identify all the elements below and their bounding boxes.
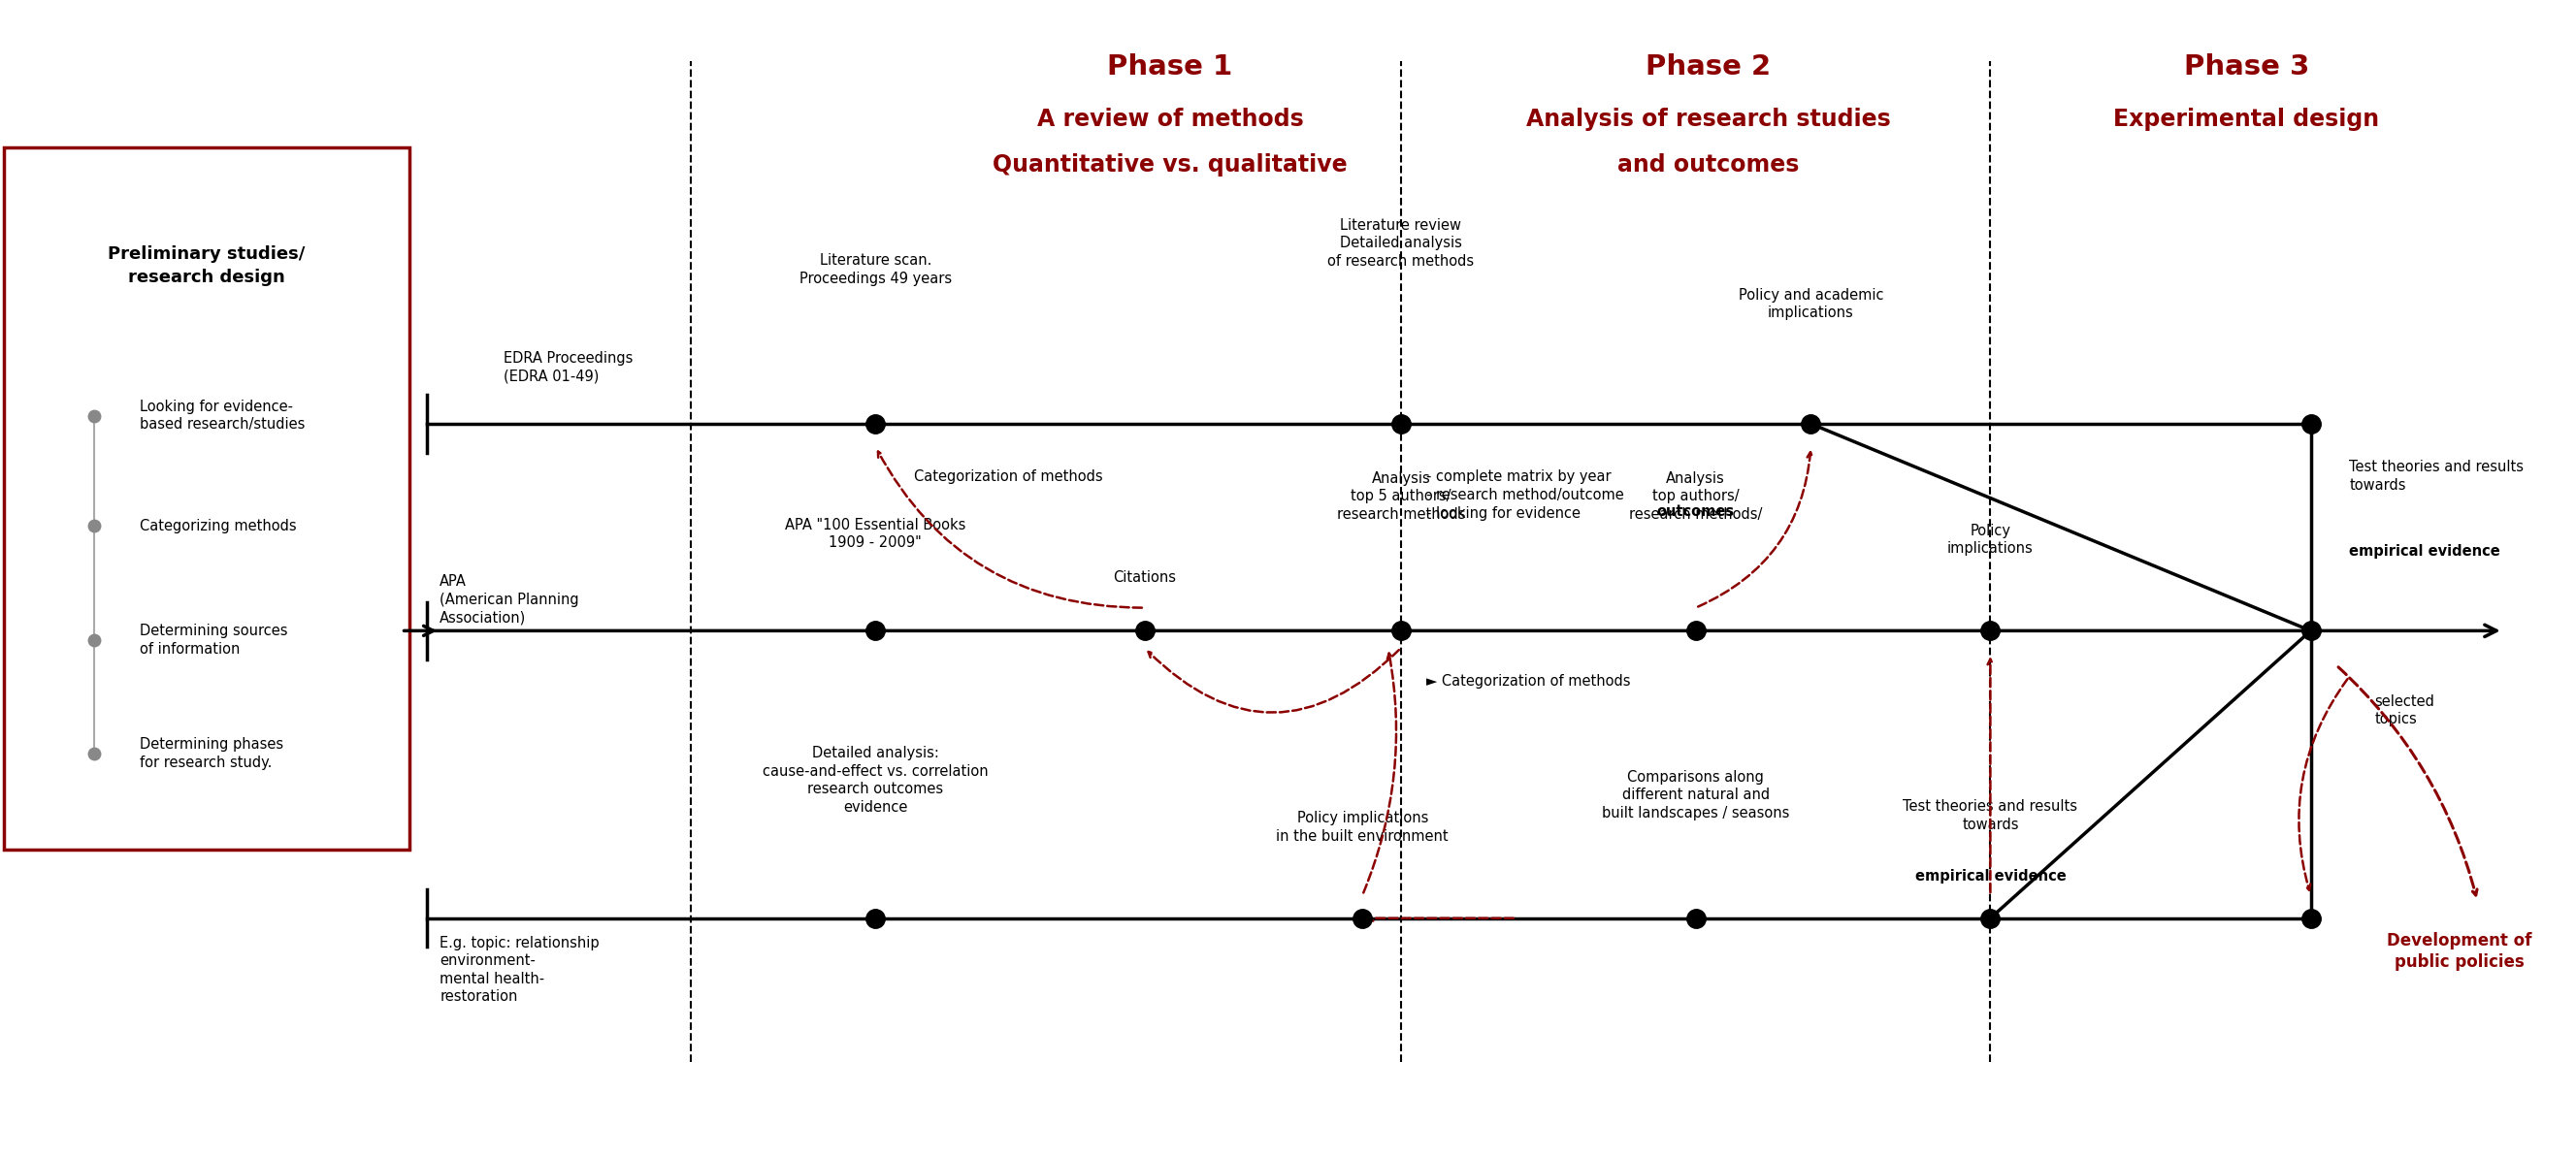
Text: Test theories and results
towards: Test theories and results towards bbox=[2349, 460, 2524, 493]
Text: Analysis of research studies: Analysis of research studies bbox=[1525, 108, 1891, 131]
Text: Policy
implications: Policy implications bbox=[1947, 523, 2032, 556]
Text: Categorization of methods: Categorization of methods bbox=[914, 470, 1103, 484]
Text: Determining phases
for research study.: Determining phases for research study. bbox=[139, 738, 283, 770]
Text: Phase 2: Phase 2 bbox=[1646, 53, 1772, 81]
Text: and outcomes: and outcomes bbox=[1618, 153, 1798, 177]
Text: E.g. topic: relationship
environment-
mental health-
restoration: E.g. topic: relationship environment- me… bbox=[440, 936, 600, 1004]
Text: Detailed analysis:
cause-and-effect vs. correlation
research outcomes
evidence: Detailed analysis: cause-and-effect vs. … bbox=[762, 746, 989, 815]
Text: Looking for evidence-
based research/studies: Looking for evidence- based research/stu… bbox=[139, 400, 304, 432]
Text: Policy and academic
implications: Policy and academic implications bbox=[1739, 287, 1883, 321]
Text: Comparisons along
different natural and
built landscapes / seasons: Comparisons along different natural and … bbox=[1602, 770, 1790, 821]
Text: outcomes: outcomes bbox=[1656, 432, 1734, 519]
Text: APA "100 Essential Books
1909 - 2009": APA "100 Essential Books 1909 - 2009" bbox=[786, 518, 966, 550]
Text: Literature review
Detailed analysis
of research methods: Literature review Detailed analysis of r… bbox=[1327, 218, 1473, 269]
Text: Policy implications
in the built environment: Policy implications in the built environ… bbox=[1275, 811, 1448, 843]
Text: Preliminary studies/
research design: Preliminary studies/ research design bbox=[108, 245, 304, 286]
Text: - complete matrix by year
- research method/outcome
- looking for evidence: - complete matrix by year - research met… bbox=[1427, 470, 1625, 520]
Text: Phase 1: Phase 1 bbox=[1108, 53, 1234, 81]
Text: Development of
public policies: Development of public policies bbox=[2388, 932, 2532, 972]
Text: Citations: Citations bbox=[1113, 570, 1177, 585]
Text: Experimental design: Experimental design bbox=[2115, 108, 2380, 131]
Text: Test theories and results
towards: Test theories and results towards bbox=[1904, 799, 2079, 831]
Text: Phase 3: Phase 3 bbox=[2184, 53, 2311, 81]
Text: Analysis
top 5 authors/
research methods: Analysis top 5 authors/ research methods bbox=[1337, 471, 1466, 521]
Text: EDRA Proceedings
(EDRA 01-49): EDRA Proceedings (EDRA 01-49) bbox=[505, 351, 634, 383]
Text: Determining sources
of information: Determining sources of information bbox=[139, 624, 289, 657]
Text: Literature scan.
Proceedings 49 years: Literature scan. Proceedings 49 years bbox=[799, 254, 951, 286]
Text: Categorizing methods: Categorizing methods bbox=[139, 519, 296, 534]
Text: A review of methods: A review of methods bbox=[1038, 108, 1303, 131]
Text: selected
topics: selected topics bbox=[2375, 694, 2434, 726]
Text: ► Categorization of methods: ► Categorization of methods bbox=[1427, 674, 1631, 689]
Text: APA
(American Planning
Association): APA (American Planning Association) bbox=[440, 574, 580, 625]
Text: empirical evidence: empirical evidence bbox=[1914, 870, 2066, 884]
Text: Analysis
top authors/
research methods/: Analysis top authors/ research methods/ bbox=[1628, 471, 1762, 521]
FancyBboxPatch shape bbox=[5, 148, 410, 849]
Text: empirical evidence: empirical evidence bbox=[2349, 544, 2501, 558]
Text: Quantitative vs. qualitative: Quantitative vs. qualitative bbox=[992, 153, 1347, 177]
